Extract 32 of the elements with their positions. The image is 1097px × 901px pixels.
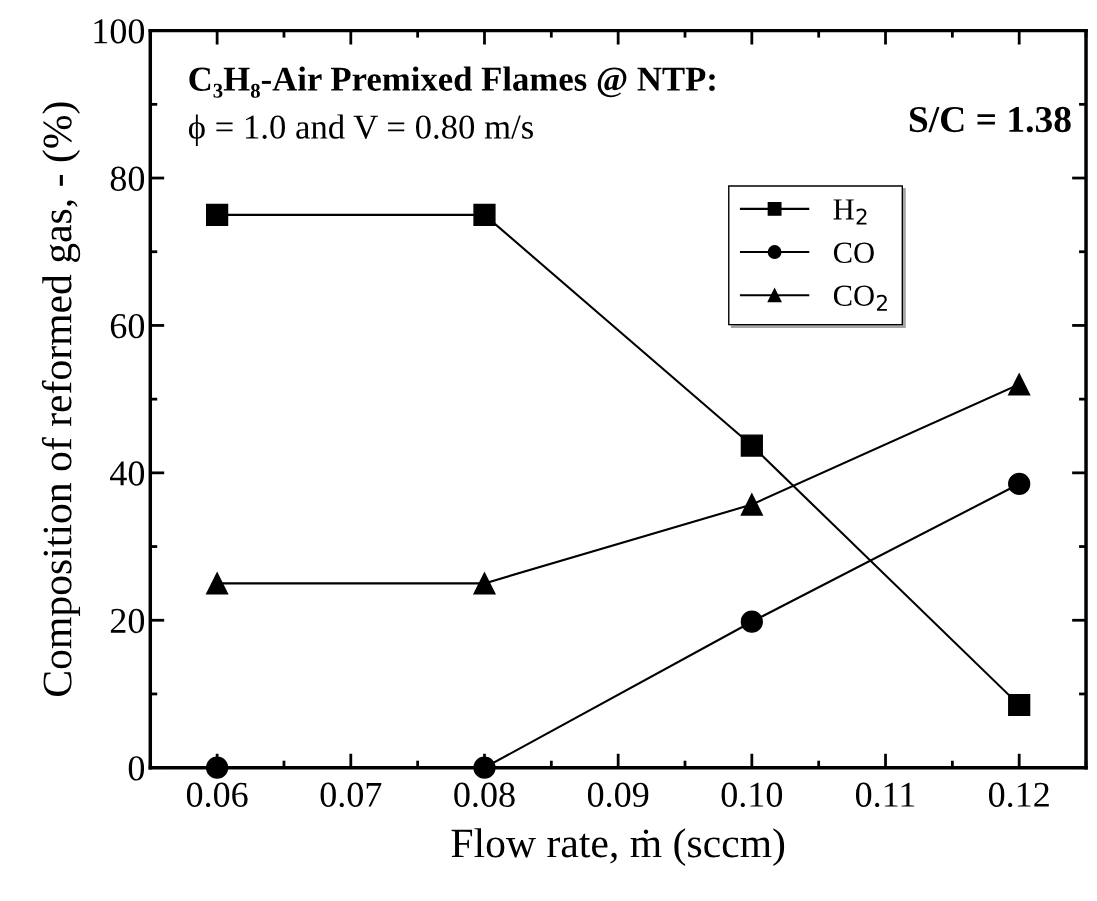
point [473, 203, 496, 227]
x-tick-label: 0.07 [320, 782, 382, 808]
point [740, 493, 763, 516]
y-tick-label: 40 [110, 461, 145, 486]
point [473, 572, 496, 595]
x-tick-label: 0.12 [988, 782, 1049, 808]
x-tick-label: 0.10 [721, 782, 783, 808]
legend-label: CO$_{2}$ [833, 285, 887, 311]
point [1008, 373, 1031, 396]
x-axis-title: Flow rate, ṁ (sccm) [451, 828, 785, 866]
y-tick-label: 60 [110, 313, 145, 339]
y-tick-label: 20 [110, 608, 145, 634]
point [206, 203, 229, 227]
y-axis-title: Composition of reformed gas, - (%) [41, 102, 81, 696]
legend-label: CO [833, 242, 874, 264]
x-tick-label: 0.06 [186, 782, 248, 808]
x-tick-label: 0.08 [454, 782, 515, 808]
x-tick-label: 0.09 [587, 782, 649, 808]
point [473, 756, 496, 779]
annotation: ϕ = 1.0 and V = 0.80 m/s [188, 114, 533, 146]
point [1008, 472, 1031, 496]
point [740, 610, 763, 633]
point [1008, 693, 1031, 717]
y-tick-label: 0 [128, 756, 145, 781]
annotation: S/C = 1.38 [909, 106, 1071, 133]
point [206, 572, 229, 595]
annotation: C₃H₈-Air Premixed Flames @ NTP: [189, 66, 715, 98]
legend-label: H$_{2}$ [833, 199, 867, 225]
x-tick-label: 0.11 [855, 782, 915, 808]
point [740, 434, 763, 457]
y-tick-label: 100 [94, 19, 145, 44]
y-tick-label: 80 [110, 166, 145, 191]
